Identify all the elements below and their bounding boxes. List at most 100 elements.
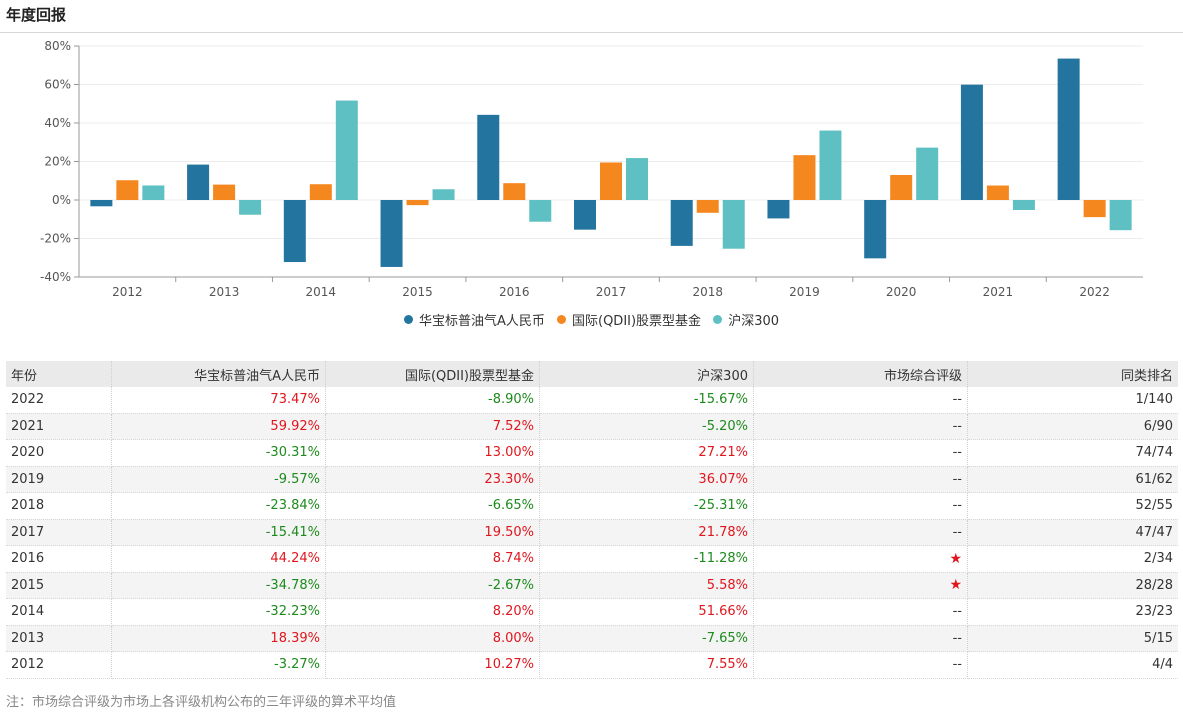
x-tick-label: 2012 [112,285,143,299]
table-header-row: 年份 华宝标普油气A人民币 国际(QDII)股票型基金 沪深300 市场综合评级… [6,361,1178,387]
table-row: 2017 -15.41% 19.50% 21.78% -- 47/47 [6,519,1178,546]
cell-year: 2017 [6,519,112,546]
legend-dot-icon [403,315,413,324]
bar [793,155,816,200]
cell-year: 2013 [6,625,112,652]
cell-index-return: 5.58% [539,572,754,599]
bar [529,200,552,222]
bar [380,200,403,267]
cell-index-return: 51.66% [539,598,754,626]
bar [916,147,939,200]
cell-fund-return: -30.31% [111,439,326,467]
bar [1057,58,1080,200]
cell-year: 2022 [6,387,112,414]
bar [986,185,1009,200]
cell-category-return: -6.65% [325,492,540,520]
bar [503,183,526,200]
bar [213,184,236,200]
cell-rank: 6/90 [967,413,1178,440]
cell-fund-return: 18.39% [111,625,326,652]
bar [309,184,332,200]
cell-index-return: -25.31% [539,492,754,520]
cell-rating: -- [753,651,968,679]
y-tick-label: 40% [44,116,71,130]
table-row: 2018 -23.84% -6.65% -25.31% -- 52/55 [6,492,1178,520]
cell-index-return: -5.20% [539,413,754,440]
x-tick-label: 2018 [692,285,723,299]
cell-index-return: 27.21% [539,439,754,467]
cell-index-return: 36.07% [539,466,754,493]
legend-item-fund[interactable]: 华宝标普油气A人民币 [403,310,545,329]
bar [142,185,165,200]
table-row: 2014 -32.23% 8.20% 51.66% -- 23/23 [6,598,1178,626]
legend-item-index[interactable]: 沪深300 [713,310,779,329]
cell-rating: ★ [753,572,968,599]
legend-label: 沪深300 [728,314,780,329]
cell-fund-return: -15.41% [111,519,326,546]
cell-rank: 52/55 [967,492,1178,520]
cell-fund-return: -32.23% [111,598,326,626]
cell-year: 2015 [6,572,112,599]
x-tick-label: 2013 [209,285,240,299]
cell-rank: 1/140 [967,387,1178,414]
bar [432,189,455,200]
table-row: 2012 -3.27% 10.27% 7.55% -- 4/4 [6,651,1178,679]
table-row: 2016 44.24% 8.74% -11.28% ★ 2/34 [6,545,1178,573]
page-title: 年度回报 [6,6,67,24]
cell-year: 2018 [6,492,112,520]
bar [283,200,306,263]
y-tick-label: 0% [52,193,71,207]
cell-index-return: -7.65% [539,625,754,652]
bar [90,200,113,207]
col-header-year: 年份 [6,361,112,387]
cell-year: 2021 [6,413,112,440]
cell-category-return: 8.00% [325,625,540,652]
cell-rank: 4/4 [967,651,1178,679]
cell-rating: -- [753,466,968,493]
legend-dot-icon [557,315,566,324]
title-divider [0,32,1183,33]
cell-rank: 47/47 [967,519,1178,546]
cell-category-return: 7.52% [325,413,540,440]
cell-rating: -- [753,492,968,520]
x-tick-label: 2015 [402,285,433,299]
bar [819,130,842,200]
cell-rank: 28/28 [967,572,1178,599]
cell-year: 2016 [6,545,112,573]
x-tick-label: 2019 [789,285,820,299]
cell-fund-return: 59.92% [111,413,326,440]
bar [477,114,500,200]
cell-year: 2020 [6,439,112,467]
col-header-index: 沪深300 [539,361,754,387]
y-tick-label: -20% [40,232,71,246]
table-row: 2020 -30.31% 13.00% 27.21% -- 74/74 [6,439,1178,467]
cell-category-return: 8.20% [325,598,540,626]
cell-rating: ★ [753,545,968,573]
cell-rank: 2/34 [967,545,1178,573]
legend-label: 国际(QDII)股票型基金 [572,314,702,329]
bar [239,200,262,215]
bar [722,200,745,249]
bar [626,158,648,200]
legend-item-category[interactable]: 国际(QDII)股票型基金 [557,310,701,329]
cell-rating: -- [753,439,968,467]
chart-legend: 华宝标普油气A人民币 国际(QDII)股票型基金 沪深300 [0,310,1183,329]
bar [1083,200,1106,218]
bar [767,200,790,219]
footnote: 注：市场综合评级为市场上各评级机构公布的三年评级的算术平均值 [6,695,397,710]
col-header-rank: 同类排名 [967,361,1178,387]
col-header-rating: 市场综合评级 [753,361,968,387]
cell-index-return: -11.28% [539,545,754,573]
cell-fund-return: -23.84% [111,492,326,520]
legend-label: 华宝标普油气A人民币 [418,314,545,329]
bar [960,84,983,200]
bar [116,180,139,200]
bar [574,200,596,230]
cell-rank: 23/23 [967,598,1178,626]
cell-fund-return: 44.24% [111,545,326,573]
cell-rank: 61/62 [967,466,1178,493]
cell-index-return: -15.67% [539,387,754,414]
legend-dot-icon [713,315,723,324]
bar [696,200,719,213]
cell-fund-return: 73.47% [111,387,326,414]
